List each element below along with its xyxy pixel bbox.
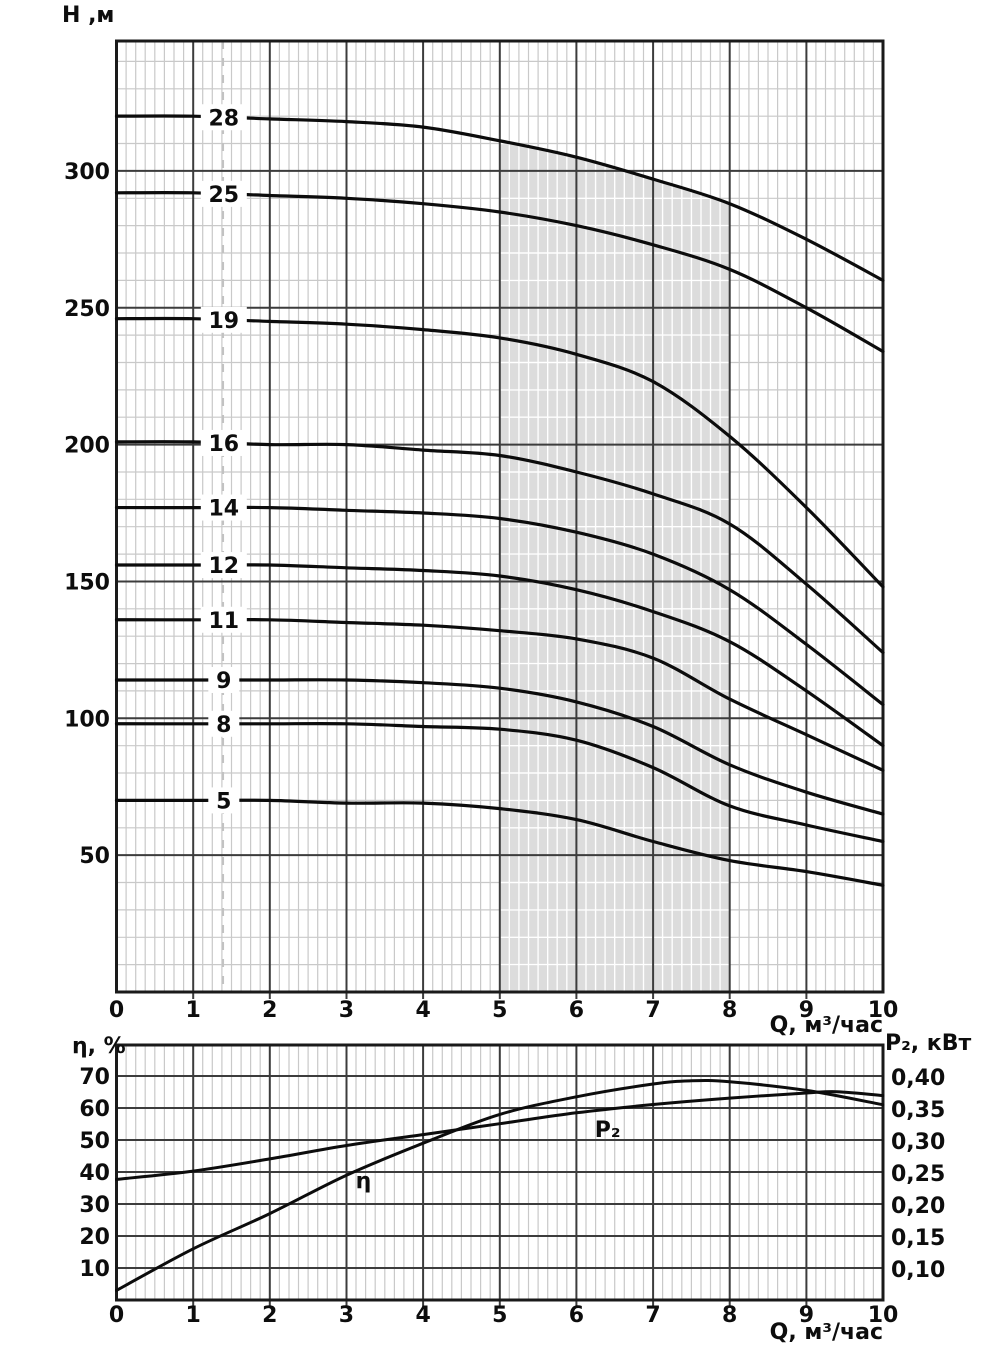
head-axis-title: Н ,м [62,3,115,28]
curve-label-8: 8 [216,713,231,738]
eff-tick-50: 50 [79,1129,110,1154]
x-tick-bottom-1: 1 [185,1303,200,1328]
eff-tick-10: 10 [79,1257,110,1282]
x-tick-top-0: 0 [109,998,124,1023]
x-tick-bottom-6: 6 [569,1303,584,1328]
curve-label-box-12 [200,552,247,579]
y-tick-50: 50 [79,844,110,869]
curve-label-19: 19 [208,309,239,334]
x-tick-bottom-2: 2 [262,1303,277,1328]
power-axis-title: P₂, кВт [885,1031,972,1056]
y-tick-100: 100 [64,707,110,732]
x-tick-top-4: 4 [415,998,430,1023]
minor-grid-on-shade [499,140,730,992]
efficiency-axis-title: η, % [72,1034,126,1059]
curve-11 [114,617,885,772]
x-tick-bottom-3: 3 [339,1303,354,1328]
curve-label-box-25 [200,180,247,207]
curve-label-box-19 [200,306,247,333]
curve-label-power: P₂ [595,1118,621,1143]
curve-label-11: 11 [208,609,239,634]
curve-label-25: 25 [208,183,239,208]
curve-19 [114,316,885,589]
y-tick-250: 250 [64,297,110,322]
curve-label-9: 9 [216,669,231,694]
y-tick-150: 150 [64,570,110,595]
y-tick-200: 200 [64,434,110,459]
curve-label-box-5 [208,787,240,814]
eff-tick-60: 60 [79,1097,110,1122]
curve-8 [114,721,885,844]
x-tick-bottom-10: 10 [868,1303,899,1328]
curve-efficiency [115,1079,885,1292]
power-tick-0.3: 0,30 [891,1130,945,1155]
power-tick-0.25: 0,25 [891,1162,945,1187]
curve-label-14: 14 [208,497,239,522]
curve-label-12: 12 [208,554,239,579]
power-tick-0.4: 0,40 [891,1066,945,1091]
x-tick-top-10: 10 [868,998,899,1023]
curve-5 [114,798,885,887]
x-tick-bottom-0: 0 [109,1303,124,1328]
flow-axis-title-top: Q, м³/час [769,1013,883,1038]
eff-tick-20: 20 [79,1225,110,1250]
curve-label-box-16 [200,429,247,456]
eff-tick-30: 30 [79,1193,110,1218]
curve-25 [114,190,885,354]
curve-12 [114,563,885,748]
x-tick-top-8: 8 [722,998,737,1023]
curve-label-efficiency: η [356,1169,372,1194]
power-tick-0.2: 0,20 [891,1194,945,1219]
x-tick-top-1: 1 [185,998,200,1023]
curve-label-5: 5 [216,789,231,814]
curve-power [115,1090,885,1181]
x-tick-bottom-8: 8 [722,1303,737,1328]
x-tick-top-6: 6 [569,998,584,1023]
major-grid-bottom [116,1045,883,1307]
x-tick-top-2: 2 [262,998,277,1023]
power-tick-0.35: 0,35 [891,1098,945,1123]
curve-label-16: 16 [208,432,239,457]
x-tick-top-7: 7 [645,998,660,1023]
plot-border-top [115,39,885,994]
curve-label-box-28 [200,104,247,131]
curve-28 [114,114,885,282]
curve-16 [114,440,885,655]
x-tick-bottom-7: 7 [645,1303,660,1328]
x-tick-top-9: 9 [799,998,814,1023]
flow-axis-title-bottom: Q, м³/час [769,1320,883,1345]
plot-border-bottom [115,1043,885,1302]
power-tick-0.15: 0,15 [891,1226,945,1251]
curve-14 [114,505,885,707]
power-tick-0.1: 0,10 [891,1258,945,1283]
curve-label-box-8 [208,710,240,737]
curve-label-box-9 [208,666,240,693]
x-tick-bottom-5: 5 [492,1303,507,1328]
x-tick-bottom-4: 4 [415,1303,430,1328]
curve-9 [114,678,885,816]
curve-label-box-11 [200,606,247,633]
major-grid-top [116,41,883,999]
eff-tick-40: 40 [79,1161,110,1186]
y-tick-300: 300 [64,160,110,185]
curve-label-28: 28 [208,106,239,131]
curve-label-box-14 [200,494,247,521]
x-tick-bottom-9: 9 [799,1303,814,1328]
x-tick-top-5: 5 [492,998,507,1023]
eff-tick-70: 70 [79,1065,110,1090]
x-tick-top-3: 3 [339,998,354,1023]
